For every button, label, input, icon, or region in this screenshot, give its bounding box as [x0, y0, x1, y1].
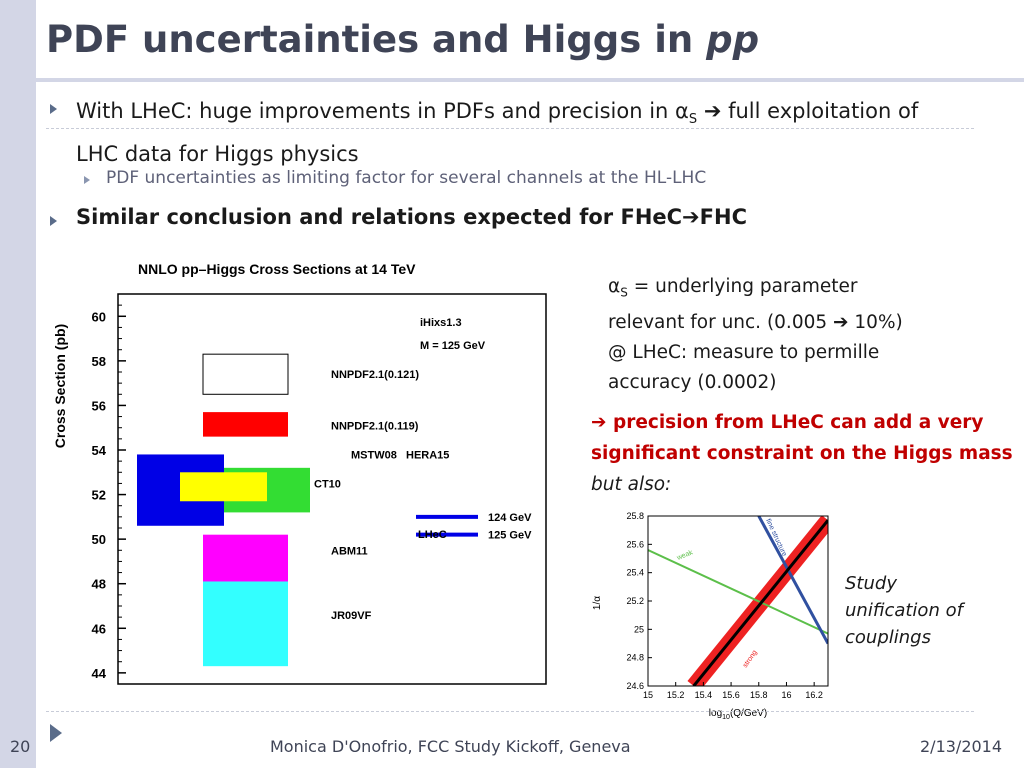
y-tick-label: 44: [92, 666, 107, 681]
y-tick-label: 25.2: [626, 596, 644, 606]
x-tick-label: 16: [781, 690, 791, 700]
y-tick-label: 25.4: [626, 568, 644, 578]
sub-bullet: PDF uncertainties as limiting factor for…: [106, 168, 707, 188]
left-sidebar-bar: [0, 0, 36, 768]
lhec-label: LHeC: [418, 529, 447, 541]
bar-jr09vf: [203, 581, 288, 667]
bar-label: MSTW08: [351, 449, 397, 461]
y-tick-label: 25.8: [626, 511, 644, 521]
footer-divider: [46, 711, 974, 712]
higgs-cross-section-chart: NNLO pp–Higgs Cross Sections at 14 TeV C…: [38, 256, 550, 686]
y-tick-label: 60: [92, 309, 106, 324]
bar-label: CT10: [314, 478, 341, 490]
lhec-line-label: 124 GeV: [488, 512, 532, 524]
alpha-s-paragraph: αS = underlying parameter relevant for u…: [608, 276, 903, 393]
annotation-ihixs: iHixs1.3: [420, 317, 462, 329]
study-unification-note: Study unification of couplings: [845, 573, 963, 648]
footer-author: Monica D'Onofrio, FCC Study Kickoff, Gen…: [270, 737, 631, 756]
y-tick-label: 48: [92, 577, 106, 592]
x-tick-label: 15: [643, 690, 653, 700]
y-tick-label: 24.8: [626, 653, 644, 663]
bullet-1: With LHeC: huge improvements in PDFs and…: [76, 99, 919, 167]
bar-label: ABM11: [331, 545, 368, 557]
bar-label: NNPDF2.1(0.121): [331, 369, 419, 381]
plot-frame: [117, 293, 547, 685]
bullet-triangle-icon: [50, 216, 57, 226]
y-tick-label: 58: [92, 354, 106, 369]
x-tick-label: 15.4: [695, 690, 713, 700]
sub-bullet-triangle-icon: [84, 176, 90, 184]
x-tick-label: 15.6: [722, 690, 740, 700]
slide-title: PDF uncertainties and Higgs in pp: [46, 18, 760, 61]
y-axis-label: 1/α: [592, 596, 603, 610]
bar-label: NNPDF2.1(0.119): [331, 420, 419, 432]
chart-title: NNLO pp–Higgs Cross Sections at 14 TeV: [138, 261, 416, 277]
title-underline: [36, 78, 1024, 82]
y-tick-label: 50: [92, 532, 106, 547]
lhec-line-label: 125 GeV: [488, 530, 532, 542]
y-tick-label: 52: [92, 488, 106, 503]
y-tick-label: 46: [92, 621, 106, 636]
bar-abm11: [203, 534, 288, 582]
slide-nav-icon[interactable]: [50, 724, 62, 742]
x-tick-label: 16.2: [805, 690, 823, 700]
y-axis-label: Cross Section (pb): [52, 324, 68, 448]
y-tick-label: 56: [92, 398, 106, 413]
series-line-fine-structure: [757, 516, 828, 645]
series-line-weak: [648, 549, 828, 635]
annotation-mass: M = 125 GeV: [420, 340, 486, 352]
page-number: 20: [10, 737, 31, 756]
bar-hera15: [180, 472, 267, 502]
y-tick-label: 54: [92, 443, 107, 458]
x-tick-label: 15.8: [750, 690, 768, 700]
higgs-mass-constraint-text: ➔ precision from LHeC can add a very sig…: [591, 412, 1013, 495]
y-tick-label: 24.6: [626, 681, 644, 691]
x-tick-label: 15.2: [667, 690, 685, 700]
bar-nnpdf2-1-0-121-: [202, 353, 289, 395]
coupling-unification-chart: 15 15.2 15.4 15.6 15.8 16 16.2 24.6 24.8 25 25.2 25…: [588, 508, 836, 720]
series-line-strong: [692, 519, 828, 686]
bullet-2: Similar conclusion and relations expecte…: [76, 205, 747, 229]
bullet-triangle-icon: [50, 104, 57, 114]
y-tick-label: 25: [634, 624, 644, 634]
divider-line: [46, 128, 974, 129]
bar-label: JR09VF: [331, 610, 372, 622]
bar-label: HERA15: [406, 449, 449, 461]
bar-nnpdf2-1-0-119-: [203, 412, 288, 437]
footer-date: 2/13/2014: [920, 737, 1003, 756]
y-tick-label: 25.6: [626, 539, 644, 549]
x-axis-label: log10(Q/GeV): [709, 708, 767, 720]
